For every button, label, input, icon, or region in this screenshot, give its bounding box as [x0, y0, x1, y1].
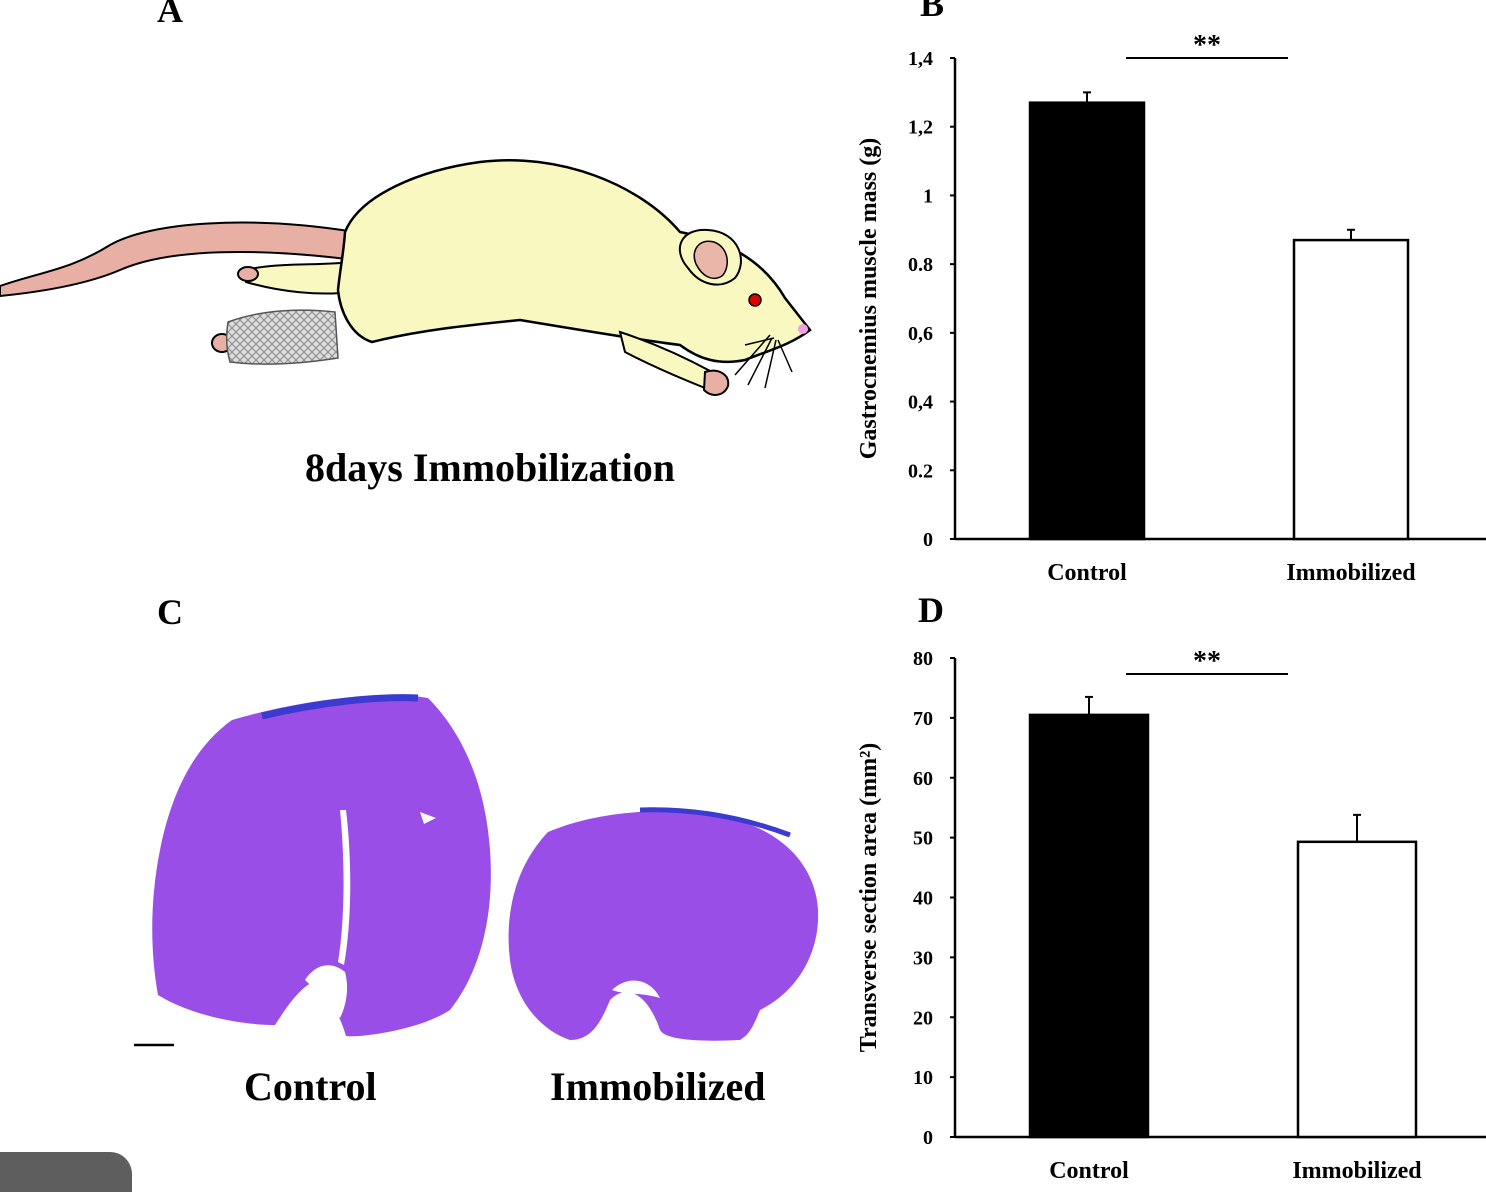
cast [225, 309, 339, 365]
y-tick-label: 0.8 [908, 254, 933, 276]
y-tick-label: 0.2 [908, 460, 933, 482]
bar-control [1028, 101, 1146, 541]
y-tick-label: 10 [913, 1067, 933, 1089]
rat-nose [798, 324, 808, 334]
control-section-stripe [261, 694, 419, 720]
bar-immobilized [1292, 238, 1410, 541]
rat-ear-inner [693, 240, 728, 280]
panel-c-letter: C [157, 592, 183, 632]
significance-marker: ** [1193, 646, 1221, 677]
x-tick-label: Control [1047, 560, 1127, 586]
immobilized-section-stripe [639, 807, 791, 838]
corner-tab [0, 1152, 132, 1192]
muscle-mass-chart: 0 0.2 0,4 0,6 0.8 1 1,2 1,4 Gastrocnemius muscle… [856, 30, 1486, 586]
y-tick-label: 0,6 [908, 323, 933, 345]
control-section-tears [305, 810, 436, 1018]
x-tick-label: Control [1049, 1158, 1129, 1184]
y-tick-label: 0 [923, 1127, 933, 1149]
y-axis-label: Gastrocnemius muscle mass (g) [856, 138, 882, 460]
y-tick-label: 30 [913, 947, 933, 969]
bar-control [1028, 713, 1150, 1139]
y-tick-label: 0 [923, 529, 933, 551]
immobilized-muscle-section [508, 811, 819, 1041]
y-tick-label: 40 [913, 888, 933, 910]
y-tick-label: 70 [913, 708, 933, 730]
rat-front-paw [702, 369, 730, 396]
panel-b-letter: B [920, 0, 945, 24]
bar-immobilized [1296, 840, 1418, 1139]
panel-a-letter: A [157, 0, 183, 30]
x-tick-label: Immobilized [1286, 560, 1416, 586]
y-tick-label: 0,4 [908, 392, 933, 414]
x-tick-label: Immobilized [1292, 1158, 1422, 1184]
y-tick-label: 1,2 [908, 117, 933, 139]
rat-eye [748, 293, 762, 307]
y-tick-label: 80 [913, 648, 933, 670]
y-tick-label: 60 [913, 768, 933, 790]
immobilized-rat-illustration [0, 158, 812, 396]
y-tick-label: 20 [913, 1007, 933, 1029]
significance-marker: ** [1193, 30, 1221, 61]
control-muscle-section [152, 695, 491, 1037]
panel-a-caption: 8days Immobilization [305, 445, 676, 490]
y-tick-label: 50 [913, 828, 933, 850]
y-axis-label: Transverse section area (mm²) [856, 743, 882, 1053]
rat-body [336, 158, 812, 364]
rat-hind-foot [237, 266, 259, 282]
panel-d-letter: D [918, 590, 944, 630]
y-tick-label: 1,4 [908, 48, 933, 70]
control-section-label: Control [244, 1064, 377, 1109]
immobilized-section-label: Immobilized [550, 1064, 766, 1109]
rat-whiskers [734, 334, 793, 389]
y-tick-label: 1 [923, 185, 933, 207]
immobilized-section-tear [612, 980, 660, 998]
